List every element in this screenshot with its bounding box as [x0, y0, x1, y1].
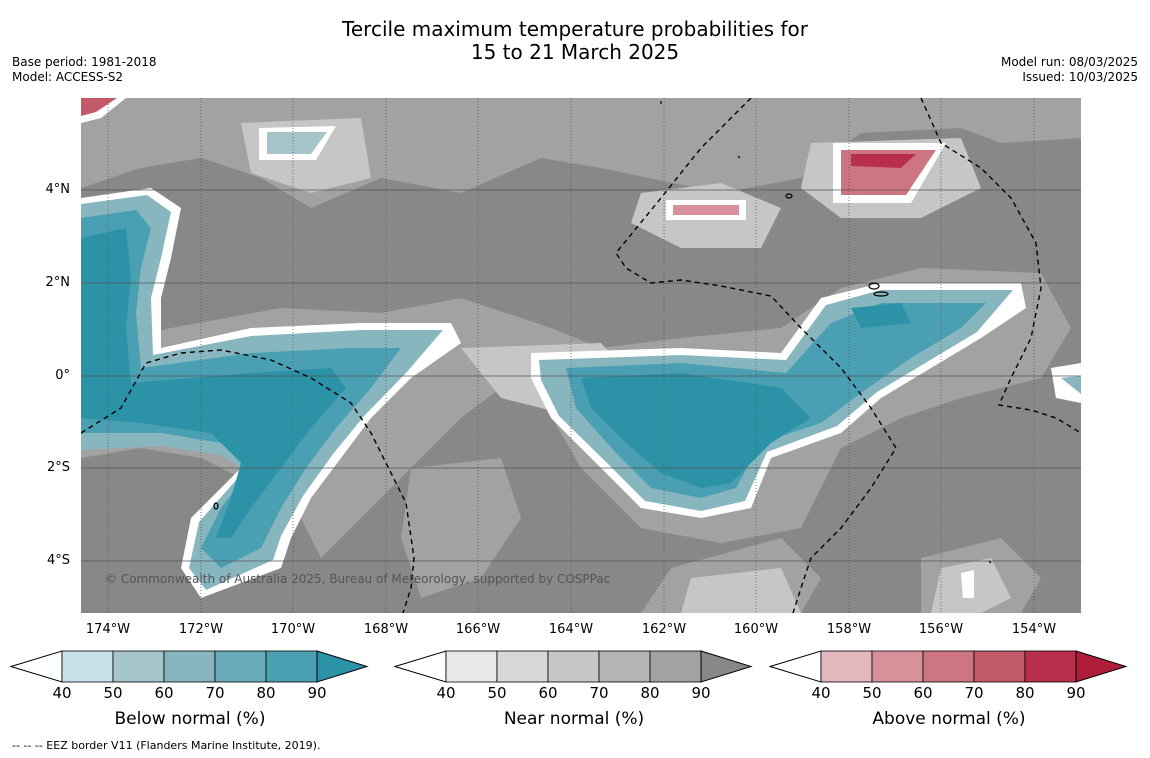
colorbar-tick-label: 40 [811, 684, 831, 702]
colorbar-segment [547, 650, 600, 683]
above-normal-white-spot [961, 570, 974, 598]
graticule-lat [81, 189, 1081, 562]
colorbar-segment [445, 650, 498, 683]
colorbar-tick-label: 80 [1015, 684, 1035, 702]
base-period: Base period: 1981-2018 [12, 55, 157, 69]
colorbar-below-label: Below normal (%) [114, 709, 266, 729]
lat-label-0: 0° [55, 368, 70, 383]
colorbar-near-normal [394, 650, 753, 683]
colorbar-tick-label: 90 [1066, 684, 1086, 702]
model-name: Model: ACCESS-S2 [12, 70, 124, 84]
map-title: Tercile maximum temperature probabilitie… [0, 18, 1150, 64]
title-line-1: Tercile maximum temperature probabilitie… [342, 17, 808, 41]
colorbar-tick-label: 70 [964, 684, 984, 702]
lat-label-2s: 2°S [46, 460, 70, 475]
colorbar-segment [973, 650, 1026, 683]
colorbar-min-arrow [394, 650, 447, 683]
colorbar-min-arrow [769, 650, 822, 683]
lon-label-164w: 164°W [548, 622, 594, 637]
colorbar-max-arrow [1075, 650, 1128, 683]
colorbar-tick-label: 90 [691, 684, 711, 702]
probability-map [81, 98, 1081, 613]
colorbar-tick-label: 40 [52, 684, 72, 702]
title-line-2: 15 to 21 March 2025 [470, 40, 680, 64]
lat-label-4n: 4°N [45, 182, 71, 197]
colorbar-segment [61, 650, 114, 683]
colorbar-tick-label: 60 [538, 684, 558, 702]
colorbar-tick-label: 40 [436, 684, 456, 702]
meta-left: Base period: 1981-2018 Model: ACCESS-S2 [12, 55, 157, 85]
eez-legend-note: -- -- -- EEZ border V11 (Flanders Marine… [12, 739, 321, 752]
colorbar-segment [922, 650, 975, 683]
lon-label-168w: 168°W [363, 622, 409, 637]
colorbar-segment [871, 650, 924, 683]
colorbar-segment [820, 650, 873, 683]
colorbar-segment [112, 650, 165, 683]
lon-label-160w: 160°W [733, 622, 779, 637]
lon-label-158w: 158°W [826, 622, 872, 637]
colorbar-tick-label: 60 [913, 684, 933, 702]
colorbar-tick-label: 60 [154, 684, 174, 702]
colorbar-segment [163, 650, 216, 683]
model-run: Model run: 08/03/2025 [1000, 55, 1138, 69]
colorbar-tick-label: 50 [862, 684, 882, 702]
colorbar-segment [649, 650, 702, 683]
below-normal-region-west [81, 188, 461, 598]
colorbar-tick-label: 50 [487, 684, 507, 702]
colorbar-tick-label: 80 [640, 684, 660, 702]
lon-label-166w: 166°W [455, 622, 501, 637]
colorbar-tick-label: 70 [205, 684, 225, 702]
graticule [107, 98, 1035, 613]
below-normal-region-central [531, 283, 1026, 518]
lat-label-4s: 4°S [46, 553, 70, 568]
meta-right: Model run: 08/03/2025 Issued: 10/03/2025 [1001, 55, 1138, 85]
colorbar-segment [265, 650, 318, 683]
lon-label-162w: 162°W [641, 622, 687, 637]
colorbar-min-arrow [10, 650, 63, 683]
colorbar-tick-label: 50 [103, 684, 123, 702]
colorbar-segment [598, 650, 651, 683]
lat-label-2n: 2°N [45, 275, 71, 290]
colorbar-below-normal [10, 650, 369, 683]
lon-label-174w: 174°W [85, 622, 131, 637]
above-normal-regions [81, 98, 946, 220]
colorbar-max-arrow [700, 650, 753, 683]
colorbar-max-arrow [316, 650, 369, 683]
copyright-notice: © Commonwealth of Australia 2025, Bureau… [105, 572, 611, 586]
issued-date: Issued: 10/03/2025 [1022, 70, 1138, 84]
below-normal-small-patches [259, 126, 1081, 403]
colorbar-tick-label: 90 [307, 684, 327, 702]
colorbar-segment [496, 650, 549, 683]
lon-label-172w: 172°W [178, 622, 224, 637]
colorbar-tick-label: 70 [589, 684, 609, 702]
colorbar-above-normal [769, 650, 1128, 683]
colorbar-segment [214, 650, 267, 683]
islands [213, 101, 992, 564]
colorbar-tick-label: 80 [256, 684, 276, 702]
lon-label-170w: 170°W [270, 622, 316, 637]
colorbar-above-label: Above normal (%) [872, 709, 1026, 729]
colorbar-near-label: Near normal (%) [503, 709, 645, 729]
colorbar-segment [1024, 650, 1077, 683]
lon-label-154w: 154°W [1011, 622, 1057, 637]
lon-label-156w: 156°W [918, 622, 964, 637]
eez-borders [81, 98, 1081, 613]
